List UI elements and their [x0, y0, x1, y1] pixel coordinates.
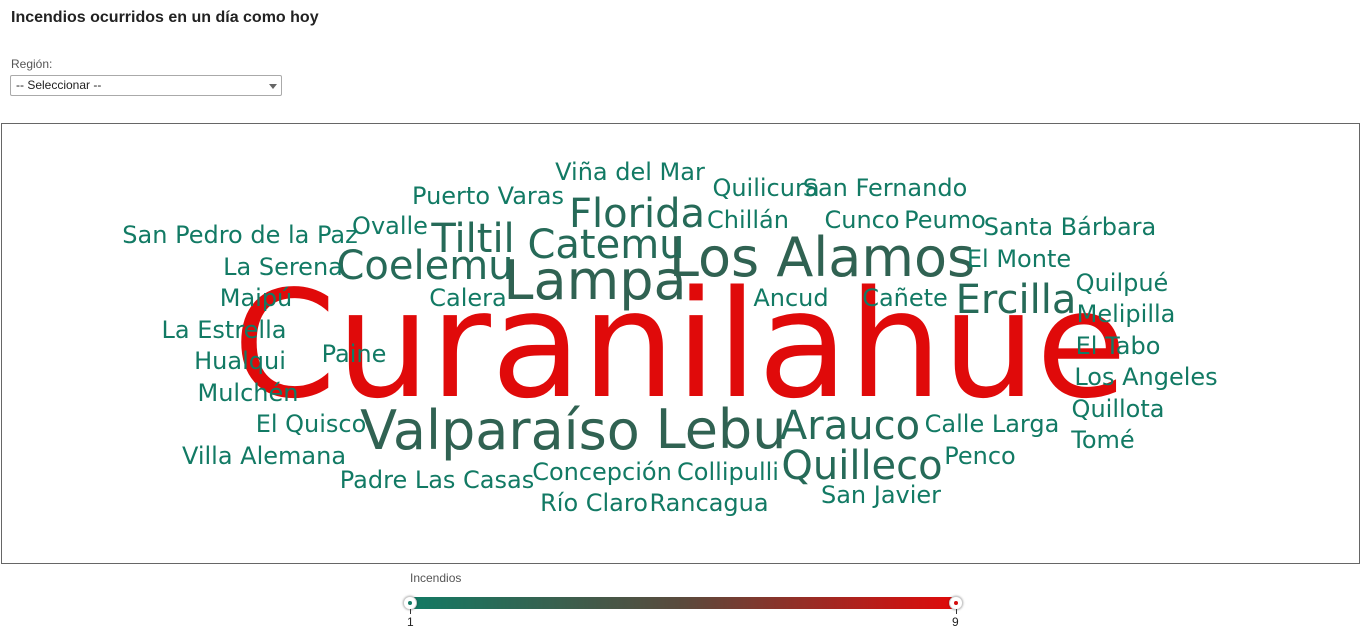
word-padre-las-casas[interactable]: Padre Las Casas — [340, 466, 534, 494]
legend-max-label: 9 — [952, 615, 959, 629]
word-ercilla[interactable]: Ercilla — [956, 277, 1077, 323]
word-lebu[interactable]: Lebu — [656, 398, 787, 461]
legend-min-tick — [410, 609, 411, 614]
word-florida[interactable]: Florida — [569, 191, 705, 237]
word-quilpué[interactable]: Quilpué — [1076, 269, 1169, 297]
word-san-fernando[interactable]: San Fernando — [803, 174, 968, 202]
word-viña-del-mar[interactable]: Viña del Mar — [555, 158, 705, 186]
word-concepción[interactable]: Concepción — [532, 458, 672, 486]
word-lampa[interactable]: Lampa — [503, 249, 686, 312]
word-cunco[interactable]: Cunco — [824, 206, 899, 234]
word-cloud-panel: Curanilahue Los Alamos Lampa Valparaíso Lebu… — [1, 123, 1360, 564]
word-tomé[interactable]: Tomé — [1070, 426, 1134, 454]
word-la-serena[interactable]: La Serena — [223, 253, 343, 281]
word-los-angeles[interactable]: Los Angeles — [1074, 363, 1217, 391]
word-el-quisco[interactable]: El Quisco — [256, 410, 367, 438]
word-san-javier[interactable]: San Javier — [821, 481, 941, 509]
word-quilleco[interactable]: Quilleco — [781, 443, 942, 489]
word-río-claro[interactable]: Río Claro — [540, 489, 648, 517]
word-tiltil[interactable]: Tiltil — [430, 216, 514, 262]
legend-max-handle[interactable] — [949, 596, 963, 610]
legend-title: Incendios — [410, 571, 462, 585]
word-santa-bárbara[interactable]: Santa Bárbara — [984, 213, 1156, 241]
word-penco[interactable]: Penco — [944, 442, 1015, 470]
word-calle-larga[interactable]: Calle Larga — [925, 410, 1060, 438]
word-collipulli[interactable]: Collipulli — [677, 458, 779, 486]
legend-min-handle[interactable] — [403, 596, 417, 610]
word-el-tabo[interactable]: El Tabo — [1076, 332, 1161, 360]
page-title: Incendios ocurridos en un día como hoy — [11, 9, 319, 26]
word-villa-alemana[interactable]: Villa Alemana — [182, 442, 346, 470]
legend-color-bar — [410, 597, 956, 609]
region-select-value: -- Seleccionar -- — [16, 78, 102, 92]
word-ancud[interactable]: Ancud — [753, 284, 828, 312]
word-rancagua[interactable]: Rancagua — [649, 489, 768, 517]
region-label: Región: — [11, 57, 53, 71]
word-catemu[interactable]: Catemu — [527, 222, 684, 268]
region-select[interactable]: -- Seleccionar -- — [10, 75, 282, 96]
chevron-down-icon[interactable] — [269, 84, 277, 89]
word-el-monte[interactable]: El Monte — [967, 245, 1071, 273]
word-valparaíso[interactable]: Valparaíso — [360, 399, 640, 462]
word-los-alamos[interactable]: Los Alamos — [669, 226, 975, 289]
word-peumo[interactable]: Peumo — [904, 206, 986, 234]
word-arauco[interactable]: Arauco — [780, 403, 920, 449]
word-quilicura[interactable]: Quilicura — [712, 174, 819, 202]
word-san-pedro-de-la-paz[interactable]: San Pedro de la Paz — [122, 221, 357, 249]
word-paine[interactable]: Paine — [322, 340, 387, 368]
word-cañete[interactable]: Cañete — [862, 284, 948, 312]
legend-min-label: 1 — [407, 615, 414, 629]
word-la-estrella[interactable]: La Estrella — [162, 316, 287, 344]
word-maipú[interactable]: Maipú — [220, 284, 293, 312]
legend-max-tick — [956, 609, 957, 614]
word-ovalle[interactable]: Ovalle — [352, 212, 428, 240]
word-mulchén[interactable]: Mulchén — [198, 379, 299, 407]
word-melipilla[interactable]: Melipilla — [1077, 300, 1176, 328]
word-coelemu[interactable]: Coelemu — [336, 243, 513, 289]
word-puerto-varas[interactable]: Puerto Varas — [412, 182, 564, 210]
word-calera[interactable]: Calera — [429, 284, 506, 312]
word-curanilahue[interactable]: Curanilahue — [233, 259, 1127, 431]
word-quillota[interactable]: Quillota — [1072, 395, 1165, 423]
word-hualqui[interactable]: Hualqui — [194, 347, 286, 375]
word-chillán[interactable]: Chillán — [707, 206, 789, 234]
